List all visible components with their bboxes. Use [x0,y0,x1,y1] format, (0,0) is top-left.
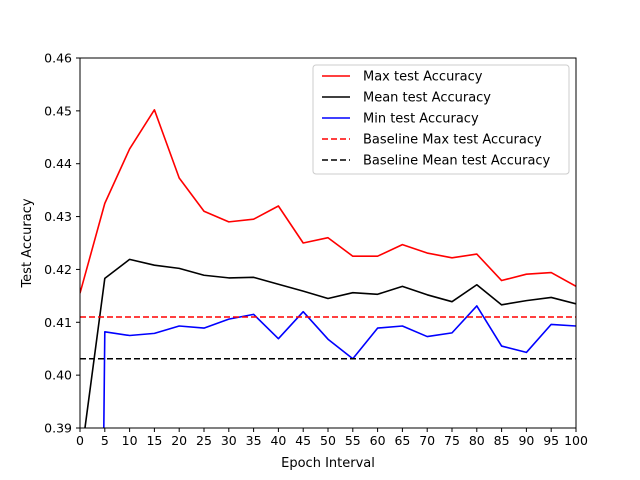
legend-label-min-test-accuracy: Min test Accuracy [363,112,479,127]
x-tick-label: 10 [122,433,138,448]
x-tick-label: 5 [101,433,109,448]
x-tick-label: 30 [221,433,237,448]
x-tick-label: 95 [543,433,559,448]
y-tick-label: 0.45 [44,103,72,118]
legend: Max test Accuracy Mean test Accuracy Min t… [312,64,570,175]
x-tick-label: 55 [345,433,361,448]
series-line-max-test-accuracy [80,109,576,294]
y-tick-label: 0.39 [44,421,72,436]
x-tick-label: 70 [419,433,435,448]
y-tick-label: 0.44 [44,156,72,171]
series-line-min-test-accuracy [103,305,576,428]
x-tick-label: 80 [469,433,485,448]
y-tick-label: 0.46 [44,51,72,66]
x-tick-label: 60 [370,433,386,448]
legend-box [312,64,570,175]
y-axis-label: Test Accuracy [20,198,35,288]
x-axis-label: Epoch Interval [281,456,375,471]
x-tick-label: 40 [270,433,286,448]
legend-label-baseline-mean-test-accuracy: Baseline Mean test Accuracy [363,154,551,169]
x-tick-label: 15 [146,433,162,448]
legend-label-mean-test-accuracy: Mean test Accuracy [363,91,491,106]
x-tick-label: 50 [320,433,336,448]
y-tick-label: 0.43 [44,209,72,224]
legend-label-max-test-accuracy: Max test Accuracy [363,70,483,85]
x-tick-label: 45 [295,433,311,448]
x-tick-label: 65 [394,433,410,448]
y-axis-ticks: 0.39 0.40 0.41 0.42 0.43 0.44 0.45 0.46 [44,51,80,436]
x-tick-label: 20 [171,433,187,448]
y-tick-label: 0.41 [44,315,72,330]
series-line-mean-test-accuracy [84,258,576,428]
x-tick-label: 100 [564,433,588,448]
x-tick-label: 0 [76,433,84,448]
legend-label-baseline-max-test-accuracy: Baseline Max test Accuracy [363,133,542,148]
y-tick-label: 0.40 [44,368,72,383]
x-tick-label: 85 [494,433,510,448]
x-tick-label: 35 [246,433,262,448]
y-tick-label: 0.42 [44,262,72,277]
x-axis-ticks: 0 5 10 15 20 25 30 35 40 45 50 55 60 65 70 75 80 85 90 95 10… [76,428,588,448]
x-tick-label: 25 [196,433,212,448]
x-tick-label: 75 [444,433,460,448]
series-layer [80,109,576,428]
x-tick-label: 90 [518,433,534,448]
